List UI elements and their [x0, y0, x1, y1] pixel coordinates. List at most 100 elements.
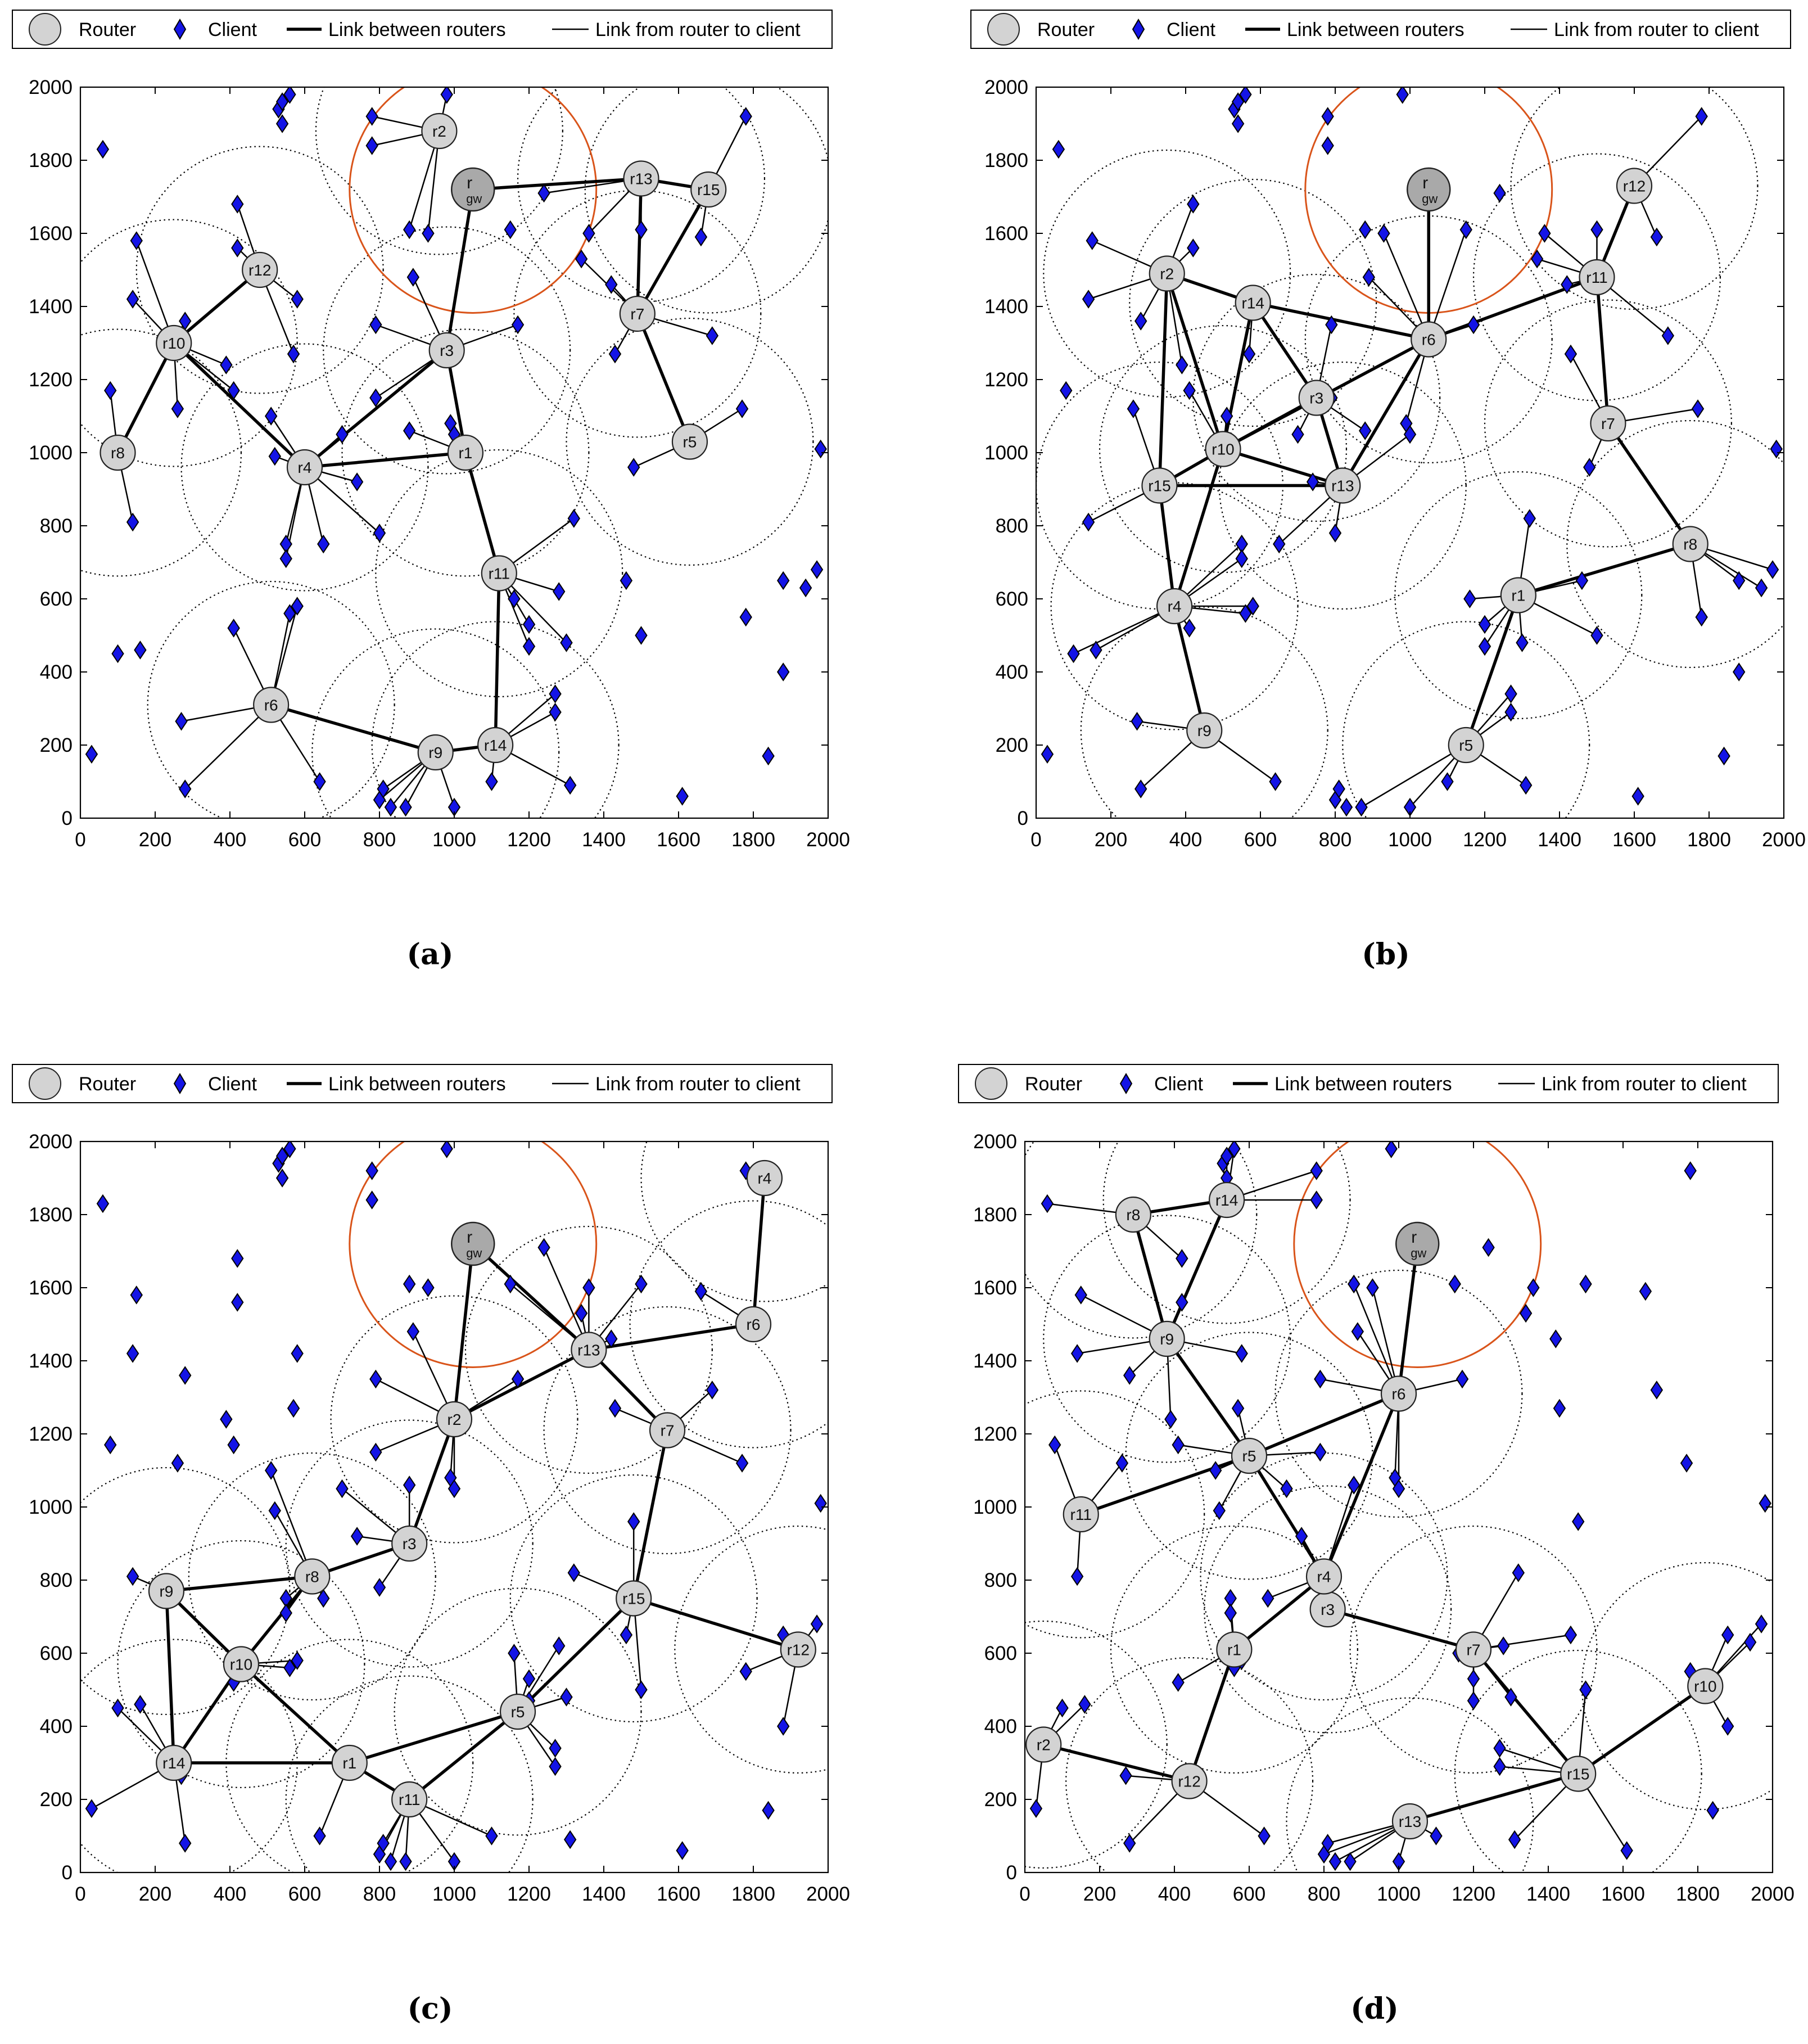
y-tick-label: 400	[40, 661, 73, 683]
client-marker	[694, 227, 708, 247]
router-link	[1158, 273, 1169, 486]
coverage-circle-r2	[1043, 149, 1291, 398]
x-tick-label: 1200	[1463, 829, 1507, 851]
router-marker-r11	[1063, 1496, 1099, 1533]
x-tick-label: 1400	[582, 1883, 626, 1905]
router-link	[1158, 485, 1176, 607]
router-marker-r7	[649, 1412, 686, 1449]
router-link	[1165, 273, 1225, 450]
client-marker	[384, 1852, 397, 1871]
client-marker	[1650, 227, 1664, 247]
router-link	[270, 703, 436, 754]
router-label: r2	[432, 123, 446, 140]
y-tick-label: 1400	[29, 296, 73, 318]
client-marker	[283, 1658, 296, 1677]
x-tick-label: 1600	[657, 829, 700, 851]
y-tick-label: 800	[40, 515, 73, 537]
coverage-circle-r11	[375, 449, 623, 698]
router-link	[240, 1663, 351, 1765]
router-marker-r9	[1149, 1320, 1185, 1357]
router-label: r9	[428, 744, 442, 761]
router-link	[1222, 447, 1344, 488]
router-label: r9	[1197, 722, 1212, 739]
router-marker-r15	[616, 1580, 652, 1617]
client-marker	[706, 326, 719, 345]
client-marker	[1403, 425, 1417, 444]
client-marker	[403, 421, 416, 440]
client-marker	[1467, 1691, 1480, 1711]
coverage-circle-r3	[285, 1419, 534, 1668]
client-marker	[1564, 344, 1578, 364]
x-tick-label: 1800	[1676, 1883, 1720, 1905]
plot-content: r1 r2 r3 r4 r5 r6 r7 r8 r9 r10 r11 r12 r13 r14 r15 rgw	[80, 1141, 828, 1872]
x-tick-label: 600	[1233, 1883, 1265, 1905]
legend-client-marker	[1119, 1073, 1133, 1094]
x-tick-label: 1200	[507, 1883, 551, 1905]
router-link	[165, 1591, 175, 1763]
client-marker	[582, 1278, 595, 1297]
legend-label: Router	[1025, 1073, 1082, 1095]
router-marker-r1	[331, 1744, 368, 1781]
client-marker	[111, 644, 124, 664]
client-marker	[635, 220, 648, 240]
client-marker	[350, 472, 364, 491]
chart-panel-4: Router Client Link between routers Link fro…	[958, 1064, 1795, 2026]
router-marker-r2	[1025, 1726, 1062, 1763]
router-label: r7	[661, 1422, 675, 1440]
client-marker	[567, 1563, 581, 1582]
x-tick-label: 1000	[1388, 829, 1432, 851]
client-marker	[283, 604, 296, 623]
coverage-circle-r8	[1566, 420, 1784, 668]
client-marker	[126, 1567, 139, 1586]
coverage-circle-r8	[1025, 1141, 1258, 1339]
x-tick-label: 2000	[1762, 829, 1806, 851]
client-marker	[1396, 87, 1409, 104]
router-marker-r14	[1235, 285, 1271, 321]
y-tick-label: 0	[1006, 1862, 1017, 1884]
coverage-circle-r12	[135, 146, 384, 394]
router-label: r12	[787, 1641, 810, 1659]
client-marker	[231, 1293, 244, 1312]
router-label: r6	[747, 1316, 761, 1333]
client-marker	[134, 640, 147, 660]
router-label: r15	[622, 1590, 645, 1608]
y-tick-label: 1200	[29, 369, 73, 391]
x-tick-label: 200	[139, 829, 171, 851]
client-marker	[373, 524, 386, 543]
client-marker	[178, 1366, 192, 1385]
client-marker	[1358, 220, 1372, 240]
coverage-circle-r2	[315, 87, 563, 255]
router-marker-r6	[1411, 321, 1447, 358]
gateway-marker	[1407, 167, 1451, 212]
router-link	[1132, 1214, 1169, 1339]
client-marker	[1377, 224, 1390, 243]
client-marker	[1059, 381, 1073, 400]
client-marker	[1164, 1410, 1177, 1429]
client-marker	[1355, 797, 1368, 817]
client-marker	[1041, 744, 1054, 764]
client-marker	[1430, 1826, 1443, 1846]
client-link	[135, 240, 175, 344]
client-marker	[1056, 1698, 1069, 1718]
router-label: r6	[264, 697, 278, 714]
router-link	[1165, 1199, 1228, 1340]
client-marker	[1732, 662, 1746, 682]
client-marker	[1228, 1141, 1241, 1158]
client-marker	[537, 183, 550, 203]
client-marker	[178, 1834, 192, 1853]
legend-label: Router	[1037, 19, 1095, 40]
router-label: r13	[577, 1342, 600, 1359]
client-marker	[1176, 1293, 1188, 1312]
router-link	[1080, 1454, 1250, 1516]
y-tick-label: 1600	[984, 223, 1028, 245]
client-link	[1372, 1287, 1400, 1394]
legend-label: Link between routers	[328, 1073, 506, 1095]
client-marker	[1441, 772, 1454, 791]
router-marker-r12	[780, 1631, 816, 1668]
client-marker	[227, 381, 240, 400]
client-marker	[406, 268, 420, 287]
legend-client-marker	[173, 19, 187, 40]
y-tick-label: 1000	[29, 1496, 73, 1518]
x-tick-label: 1000	[1377, 1883, 1421, 1905]
client-marker	[511, 315, 525, 335]
